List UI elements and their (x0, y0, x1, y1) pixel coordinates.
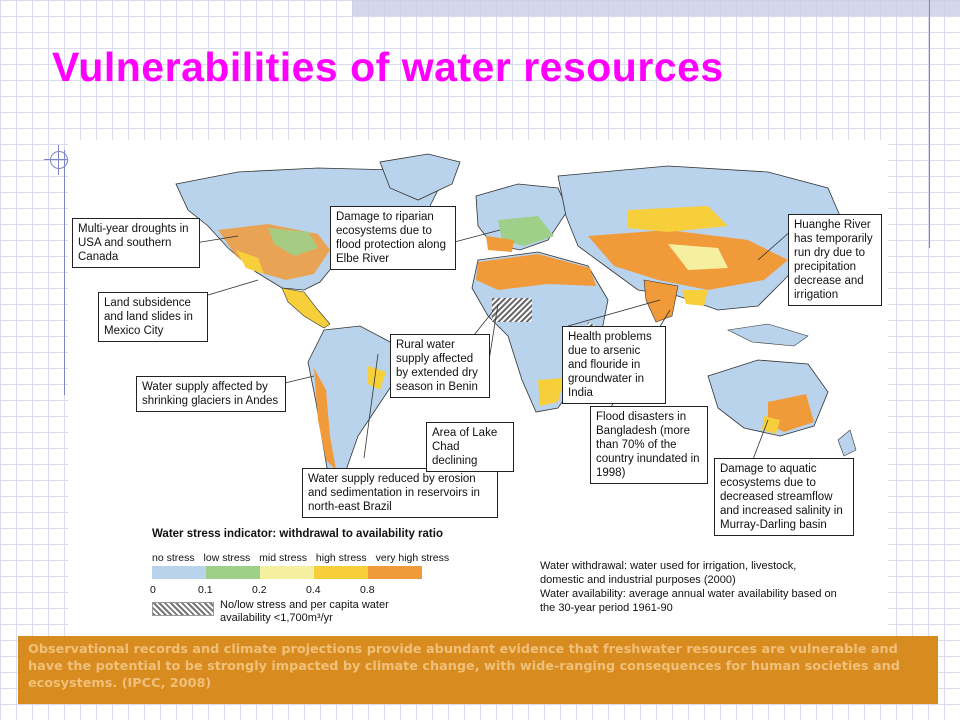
callout-brazil-erosion: Water supply reduced by erosion and sedi… (302, 468, 498, 518)
legend-cat-low: low stress (203, 552, 251, 564)
legend-title: Water stress indicator: withdrawal to av… (152, 528, 443, 540)
crosshair-ornament (44, 145, 74, 175)
water-availability-note: Water availability: average annual water… (540, 588, 837, 614)
ipcc-caption: Observational records and climate projec… (18, 636, 938, 704)
greenland-landmass (379, 153, 461, 201)
swatch-no-stress (152, 566, 206, 579)
callout-usa-droughts: Multi-year droughts in USA and southern … (72, 218, 200, 268)
callout-andes-glaciers: Water supply affected by shrinking glaci… (136, 376, 286, 412)
tick-0-1: 0.1 (198, 584, 213, 596)
callout-mexico-subsidence: Land subsidence and land slides in Mexic… (98, 292, 208, 342)
water-stress-figure: Multi-year droughts in USA and southern … (68, 140, 888, 636)
swatch-very-high-stress (368, 566, 422, 579)
legend-categories: no stress low stress mid stress high str… (152, 552, 455, 564)
callout-benin-supply: Rural water supply affected by extended … (390, 334, 490, 398)
callout-elbe-river: Damage to riparian ecosystems due to flo… (330, 206, 456, 270)
tick-0-8: 0.8 (360, 584, 375, 596)
swatch-mid-stress (260, 566, 314, 579)
legend-cat-mid: mid stress (259, 552, 307, 564)
tick-0-2: 0.2 (252, 584, 267, 596)
slide-title: Vulnerabilities of water resources (52, 44, 724, 90)
top-accent-band (352, 0, 960, 16)
legend-cat-high: high stress (315, 552, 367, 564)
legend-hatch-label: No/low stress and per capita water avail… (220, 599, 389, 624)
legend-hatch-swatch (152, 602, 214, 616)
world-map (151, 153, 857, 487)
accent-line-left (64, 150, 65, 395)
swatch-high-stress (314, 566, 368, 579)
callout-murray-darling: Damage to aquatic ecosystems due to decr… (714, 458, 854, 536)
callout-huanghe-river: Huanghe River has temporarily run dry du… (788, 214, 882, 306)
tick-0: 0 (150, 584, 156, 596)
legend-cat-none: no stress (152, 552, 195, 564)
callout-bangladesh-floods: Flood disasters in Bangladesh (more than… (590, 406, 708, 484)
legend-cat-very-high: very high stress (375, 552, 450, 564)
callout-india-groundwater: Health problems due to arsenic and flour… (562, 326, 666, 404)
callout-lake-chad: Area of Lake Chad declining (426, 422, 514, 472)
swatch-low-stress (206, 566, 260, 579)
accent-line-right (929, 0, 930, 248)
water-withdrawal-note: Water withdrawal: water used for irrigat… (540, 560, 797, 586)
tick-0-4: 0.4 (306, 584, 321, 596)
